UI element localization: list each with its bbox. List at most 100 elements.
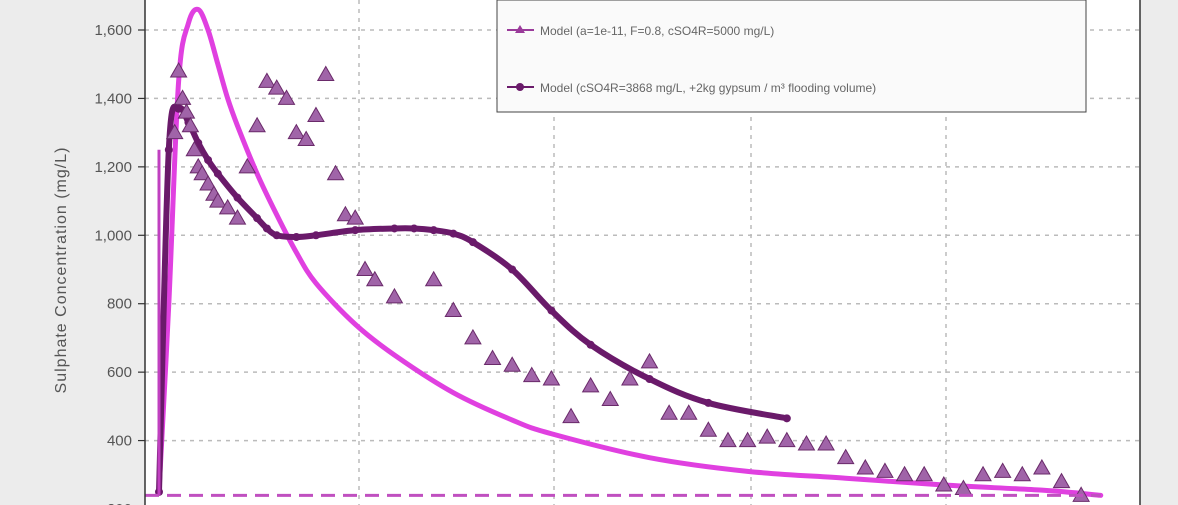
- observed-point-24: [346, 209, 365, 225]
- observed-point-45: [758, 428, 777, 444]
- series-line-0: [156, 6, 1104, 498]
- observed-point-38: [621, 369, 639, 386]
- observed-point-43: [719, 431, 737, 448]
- observed-point-13: [238, 157, 257, 174]
- observed-point-14: [248, 116, 266, 133]
- observed-point-29: [444, 301, 463, 318]
- series-1-point-16: [429, 226, 438, 235]
- series-1-point-7: [233, 193, 242, 202]
- legend-box: [496, 0, 1087, 113]
- y-axis-ticks: 1,600 1,400 1,200 1,000 800 600 400 200: [94, 22, 145, 505]
- observed-point-44: [738, 431, 757, 448]
- legend-label-model-2: Model (cSO4R=3868 mg/L, +2kg gypsum / m³…: [540, 81, 876, 95]
- observed-point-5: [185, 140, 204, 157]
- observed-point-18: [287, 123, 306, 140]
- y-tick-label-3: 1,000: [94, 227, 132, 244]
- observed-point-31: [483, 349, 502, 365]
- observed-point-58: [1013, 465, 1032, 482]
- observed-point-57: [993, 462, 1012, 478]
- observed-point-11: [218, 198, 237, 215]
- series-1-point-24: [782, 414, 791, 423]
- series-1-point-14: [390, 224, 399, 233]
- observed-point-4: [181, 116, 200, 133]
- observed-point-41: [679, 404, 698, 420]
- legend-marker-model-1: [515, 25, 525, 33]
- y-tick-label-0: 1,600: [94, 22, 132, 39]
- series-1-point-19: [508, 265, 517, 274]
- series-1-point-5: [204, 156, 213, 165]
- observed-point-51: [876, 462, 894, 478]
- legend: Model (a=1e-11, F=0.8, cSO4R=5000 mg/L) …: [496, 0, 1087, 113]
- observed-point-48: [817, 434, 835, 451]
- observed-point-25: [356, 260, 374, 276]
- series-1-point-23: [704, 398, 713, 407]
- series-1-point-1: [164, 145, 173, 154]
- observed-point-49: [836, 448, 855, 465]
- observed-point-56: [974, 465, 992, 482]
- observed-point-60: [1052, 472, 1071, 489]
- series-group: [145, 6, 1104, 502]
- observed-point-59: [1033, 458, 1051, 475]
- series-1-point-18: [468, 238, 477, 247]
- observed-point-32: [503, 356, 522, 372]
- observed-point-21: [316, 65, 335, 81]
- observed-point-47: [797, 434, 816, 451]
- series-1-point-17: [449, 229, 458, 238]
- y-tick-label-6: 400: [107, 433, 132, 450]
- observed-point-54: [934, 476, 953, 492]
- series-1-point-21: [586, 340, 595, 349]
- observed-point-46: [777, 431, 796, 448]
- y-axis-label: Sulphate Concentration (mg/L): [53, 147, 70, 394]
- series-1-point-6: [213, 169, 222, 178]
- observed-point-26: [365, 270, 384, 287]
- observed-point-23: [336, 205, 355, 222]
- observed-point-10: [208, 192, 227, 208]
- series-1-point-15: [410, 224, 419, 233]
- y-tick-label-5: 600: [107, 364, 132, 381]
- observed-point-0: [165, 123, 184, 140]
- observed-point-15: [258, 72, 276, 88]
- observed-point-53: [915, 465, 934, 482]
- series-1-point-11: [292, 232, 301, 241]
- series-1-point-10: [272, 231, 281, 240]
- y-tick-label-2: 1,200: [94, 159, 132, 176]
- series-1-point-20: [547, 306, 556, 315]
- observed-point-52: [895, 465, 914, 482]
- series-1-point-8: [253, 214, 262, 223]
- observed-point-30: [464, 328, 482, 345]
- observed-point-28: [424, 270, 443, 287]
- observed-point-27: [385, 287, 404, 304]
- observed-point-1: [169, 62, 188, 78]
- series-1-point-2: [174, 104, 183, 113]
- observed-point-22: [326, 164, 345, 181]
- observed-point-20: [307, 106, 325, 123]
- series-1-point-9: [262, 224, 271, 233]
- observed-point-2: [173, 89, 192, 105]
- observed-point-19: [297, 130, 316, 146]
- observed-point-12: [228, 209, 247, 225]
- series-1-point-22: [645, 374, 654, 383]
- observed-point-37: [601, 390, 620, 407]
- observed-point-42: [699, 421, 718, 437]
- series-1-point-12: [311, 231, 320, 240]
- observed-point-35: [562, 407, 580, 424]
- observed-point-40: [660, 404, 678, 420]
- observed-point-3: [177, 103, 196, 119]
- y-tick-label-7: 200: [107, 501, 132, 505]
- y-tick-label-1: 1,400: [94, 90, 132, 107]
- observed-point-34: [542, 369, 561, 386]
- observed-point-8: [199, 174, 217, 191]
- observed-point-17: [277, 89, 296, 105]
- observed-point-33: [522, 366, 541, 383]
- observed-point-36: [581, 376, 600, 393]
- observed-point-7: [193, 164, 212, 181]
- legend-label-model-1: Model (a=1e-11, F=0.8, cSO4R=5000 mg/L): [540, 24, 774, 38]
- sulphate-concentration-chart: 1,600 1,400 1,200 1,000 800 600 400 200 Sulphat…: [53, 0, 1141, 505]
- observed-point-50: [856, 458, 875, 475]
- y-tick-label-4: 800: [107, 296, 132, 313]
- observed-point-39: [640, 352, 659, 369]
- observed-point-16: [267, 79, 286, 95]
- legend-marker-model-2: [516, 83, 524, 91]
- series-1-point-13: [351, 226, 360, 235]
